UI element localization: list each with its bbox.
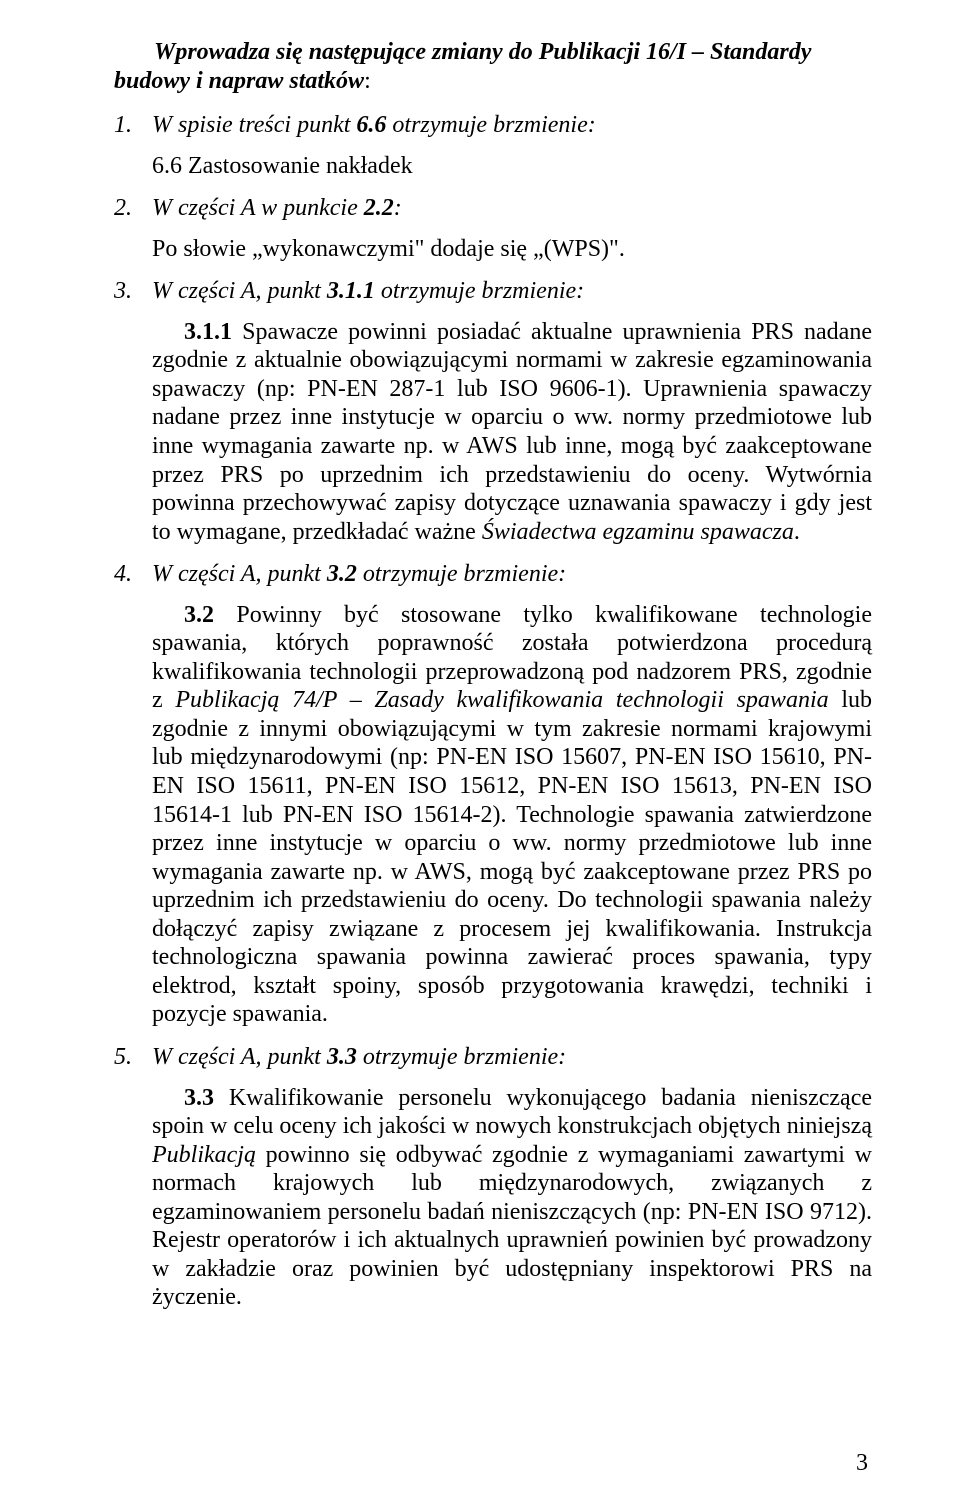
item-5-head-rest: otrzymuje brzmienie: — [357, 1044, 566, 1070]
list-item-5: 5.W części A, punkt 3.3 otrzymuje brzmie… — [114, 1043, 872, 1312]
item-3-head-bold: 3.1.1 — [327, 278, 375, 304]
item-1-head: 1.W spisie treści punkt 6.6 otrzymuje br… — [114, 111, 872, 140]
item-5-num: 5. — [114, 1043, 152, 1072]
item-1-head-plain: W spisie treści punkt — [152, 112, 356, 138]
intro-paragraph: Wprowadza się następujące zmiany do Publ… — [114, 38, 872, 95]
item-2-sub: Po słowie „wykonawczymi" dodaje się „(WP… — [152, 235, 872, 264]
item-3-num: 3. — [114, 277, 152, 306]
page-number: 3 — [856, 1449, 868, 1478]
item-1-num: 1. — [114, 111, 152, 140]
item-1-head-rest: otrzymuje brzmienie: — [386, 112, 595, 138]
list-item-1: 1.W spisie treści punkt 6.6 otrzymuje br… — [114, 111, 872, 180]
item-4-body: 3.2 Powinny być stosowane tylko kwalifik… — [152, 601, 872, 1029]
document-page: Wprowadza się następujące zmiany do Publ… — [0, 0, 960, 1512]
list-item-2: 2.W części A w punkcie 2.2: Po słowie „w… — [114, 194, 872, 263]
item-4-body-2: lub zgodnie z innymi obowiązującymi w ty… — [152, 687, 872, 1027]
item-5-secnum: 3.3 — [184, 1085, 214, 1111]
item-5-head-bold: 3.3 — [327, 1044, 357, 1070]
item-1-sub: 6.6 Zastosowanie nakładek — [152, 152, 872, 181]
intro-trailing: : — [364, 68, 371, 94]
item-2-head: 2.W części A w punkcie 2.2: — [114, 194, 872, 223]
item-4-body-ital: Publikacją 74/P – Zasady kwalifikowania … — [175, 687, 828, 713]
item-3-head-rest: otrzymuje brzmienie: — [375, 278, 584, 304]
item-3-secnum: 3.1.1 — [184, 319, 232, 345]
item-4-head-bold: 3.2 — [327, 561, 357, 587]
item-4-num: 4. — [114, 560, 152, 589]
item-3-body-2: . — [794, 519, 800, 545]
item-2-head-rest: : — [394, 195, 402, 221]
item-5-body-1: Kwalifikowanie personelu wykonującego ba… — [152, 1085, 872, 1140]
item-4-head: 4.W części A, punkt 3.2 otrzymuje brzmie… — [114, 560, 872, 589]
item-3-head-plain: W części A, punkt — [152, 278, 327, 304]
item-2-head-plain: W części A w punkcie — [152, 195, 364, 221]
item-4-head-rest: otrzymuje brzmienie: — [357, 561, 566, 587]
list-item-4: 4.W części A, punkt 3.2 otrzymuje brzmie… — [114, 560, 872, 1029]
item-5-head-plain: W części A, punkt — [152, 1044, 327, 1070]
item-5-body-ital: Publikacją — [152, 1142, 256, 1168]
item-5-head: 5.W części A, punkt 3.3 otrzymuje brzmie… — [114, 1043, 872, 1072]
item-4-secnum: 3.2 — [184, 602, 214, 628]
intro-lead-bold: Wprowadza się następujące zmiany do — [154, 39, 539, 65]
item-5-body-2: powinno się odbywać zgodnie z wymaganiam… — [152, 1142, 872, 1311]
item-3-body: 3.1.1 Spawacze powinni posiadać aktualne… — [152, 318, 872, 546]
item-2-head-bold: 2.2 — [364, 195, 394, 221]
item-3-head: 3.W części A, punkt 3.1.1 otrzymuje brzm… — [114, 277, 872, 306]
item-3-body-1: Spawacze powinni posiadać aktualne upraw… — [152, 319, 872, 545]
item-1-head-bold: 6.6 — [356, 112, 386, 138]
item-2-num: 2. — [114, 194, 152, 223]
item-3-body-ital: Świadectwa egzaminu spawacza — [482, 519, 794, 545]
list-item-3: 3.W części A, punkt 3.1.1 otrzymuje brzm… — [114, 277, 872, 546]
item-4-head-plain: W części A, punkt — [152, 561, 327, 587]
item-5-body: 3.3 Kwalifikowanie personelu wykonująceg… — [152, 1084, 872, 1312]
